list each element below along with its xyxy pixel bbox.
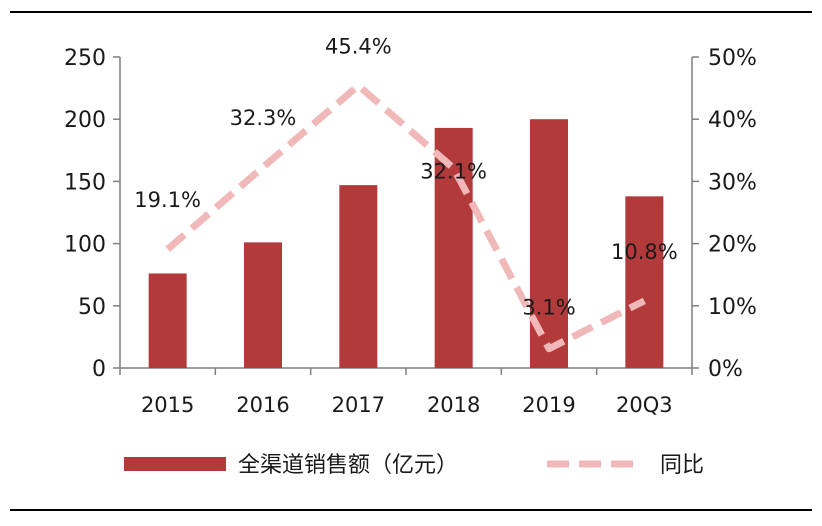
growth-data-label: 3.1%	[522, 296, 575, 320]
growth-line	[165, 82, 646, 353]
right-tick-label: 20%	[708, 233, 757, 258]
bar	[339, 185, 378, 368]
growth-data-label: 45.4%	[325, 35, 392, 59]
right-tick-label: 40%	[708, 108, 757, 133]
bar	[244, 242, 282, 368]
legend-line-label: 同比	[660, 453, 704, 478]
bars	[148, 119, 664, 369]
x-tick-label: 2017	[332, 393, 385, 417]
right-tick-label: 30%	[708, 170, 757, 195]
x-tick-label: 20Q3	[616, 393, 673, 417]
left-tick-label: 0	[92, 357, 106, 382]
x-tick-label: 2016	[236, 393, 289, 417]
legend: 全渠道销售额（亿元） 同比	[124, 453, 704, 478]
left-tick-label: 50	[78, 295, 106, 320]
left-tick-label: 100	[64, 233, 106, 258]
data-labels: 19.1% 32.3% 45.4% 32.1% 3.1% 10.8%	[134, 35, 677, 320]
growth-data-label: 32.3%	[230, 106, 297, 130]
bar	[434, 127, 473, 369]
x-tick-label: 2015	[141, 393, 194, 417]
growth-data-label: 10.8%	[611, 240, 678, 264]
growth-line-path	[165, 82, 646, 353]
left-tick-label: 150	[64, 170, 106, 195]
legend-bar-label: 全渠道销售额（亿元）	[238, 453, 458, 478]
right-tick-label: 50%	[708, 46, 757, 71]
x-tick-label: 2018	[427, 393, 480, 417]
left-tick-label: 200	[64, 108, 106, 133]
x-tick-label: 2019	[522, 393, 575, 417]
growth-data-label: 32.1%	[420, 159, 487, 183]
right-tick-label: 10%	[708, 295, 757, 320]
right-tick-label: 0%	[708, 357, 743, 382]
legend-bar-swatch	[124, 457, 226, 471]
left-tick-label: 250	[64, 46, 106, 71]
bar	[625, 196, 664, 368]
bar	[148, 273, 187, 368]
growth-data-label: 19.1%	[134, 188, 201, 212]
axes: 0 50 100 150 200 250 0% 10% 20% 30% 40% 50% 2015 2016…	[64, 46, 757, 417]
